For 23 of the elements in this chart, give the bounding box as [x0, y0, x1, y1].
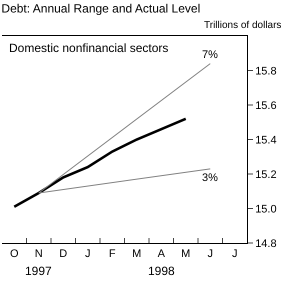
- y-tick-label: 14.8: [255, 238, 277, 250]
- x-tick-label: D: [59, 248, 68, 260]
- x-tick-label: J: [85, 248, 90, 260]
- series-label: 3%: [202, 172, 218, 184]
- x-tick-label: M: [132, 248, 142, 260]
- x-tick-label: J: [232, 248, 238, 260]
- annotation: Domestic nonfinancial sectors: [9, 41, 168, 55]
- chart-title: Debt: Annual Range and Actual Level: [1, 2, 200, 16]
- y-tick-label: 15.6: [255, 100, 277, 112]
- text: 1998: [148, 264, 176, 278]
- x-tick-label: M: [181, 248, 190, 260]
- y-tick-label: 15.0: [255, 203, 277, 216]
- x-tick-label: O: [10, 248, 19, 260]
- x-tick-label: A: [158, 248, 166, 260]
- x-tick-label: F: [108, 248, 116, 260]
- y-tick-label: 15.4: [255, 134, 277, 146]
- x-tick-label: N: [34, 248, 43, 260]
- x-tick-label: J: [208, 248, 213, 260]
- y-tick-label: 15.2: [255, 168, 277, 181]
- y-axis-title: Trillions of dollars: [204, 20, 282, 31]
- series-label: 7%: [202, 49, 218, 61]
- text: 1997: [25, 264, 52, 278]
- y-tick-label: 15.8: [255, 65, 277, 78]
